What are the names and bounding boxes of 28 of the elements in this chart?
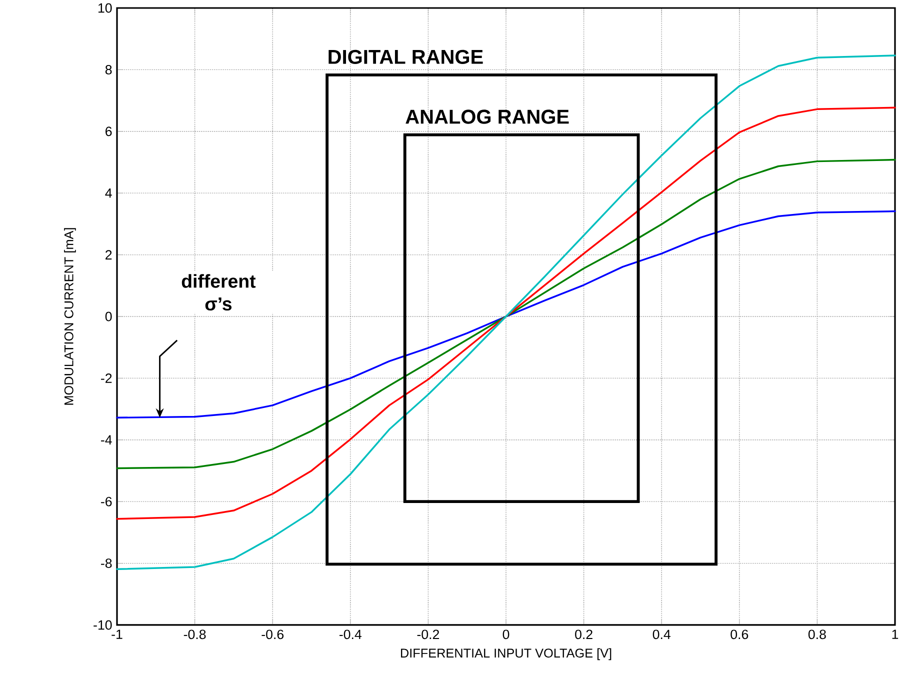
x-tick-label: 0.4 [652, 630, 670, 640]
y-tick-label: 8 [105, 64, 112, 74]
y-tick-label: -10 [94, 620, 112, 630]
annotation: different σ’s [182, 274, 256, 311]
x-tick-label: -0.6 [262, 630, 284, 640]
y-tick-label: 2 [106, 250, 112, 260]
x-tick-label: 0.2 [575, 630, 592, 640]
y-tick-label: 6 [106, 126, 112, 136]
annotation: DIGITAL RANGE [328, 50, 483, 64]
x-tick-label: -0.4 [340, 630, 362, 640]
y-tick-label: 10 [98, 3, 112, 13]
x-tick-label: 0.6 [730, 630, 748, 640]
x-tick-label: 1 [892, 630, 898, 639]
y-tick-label: 4 [105, 188, 112, 198]
x-tick-label: 0.8 [808, 630, 826, 640]
x-axis-title: DIFFERENTIAL INPUT VOLTAGE [V] [401, 648, 612, 660]
x-tick-label: 0 [502, 630, 510, 640]
x-tick-label: -1 [112, 630, 122, 639]
y-axis-title: MODULATION CURRENT [mA] [64, 228, 76, 405]
y-tick-label: -4 [101, 435, 112, 444]
x-tick-label: -0.2 [417, 630, 440, 640]
annotation: ANALOG RANGE [406, 110, 569, 124]
x-tick-label: -0.8 [184, 630, 206, 640]
y-tick-label: 0 [105, 312, 112, 322]
line-series [116, 210, 896, 419]
y-tick-label: -2 [101, 374, 112, 383]
y-tick-label: -8 [101, 558, 112, 568]
y-tick-label: -6 [101, 496, 112, 506]
